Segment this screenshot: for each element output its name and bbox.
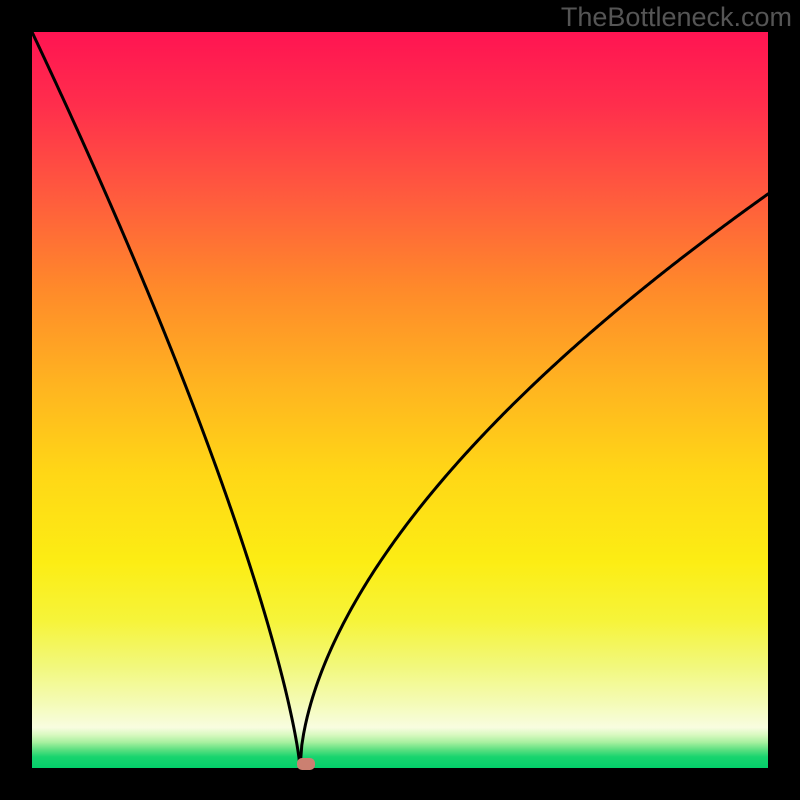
bottleneck-curve	[32, 32, 768, 768]
chart-plot-area	[32, 32, 768, 768]
optimal-point-marker	[297, 758, 315, 770]
watermark-text: TheBottleneck.com	[561, 2, 792, 33]
